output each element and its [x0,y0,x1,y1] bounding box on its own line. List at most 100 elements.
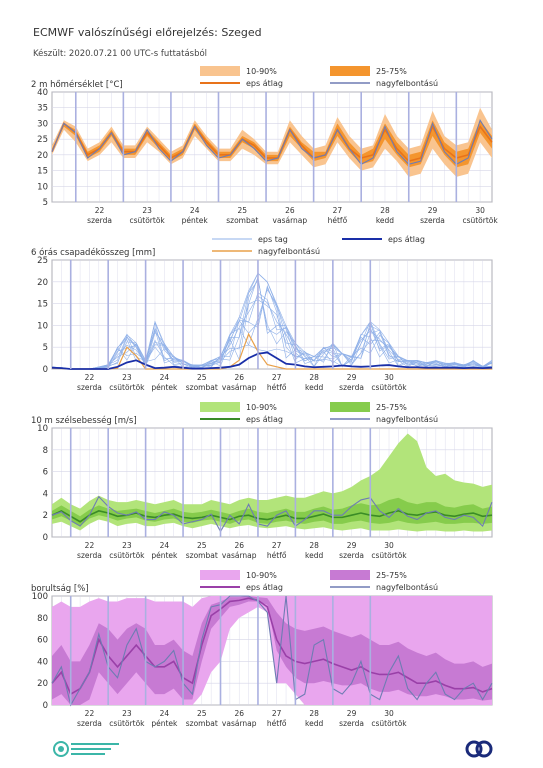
precip-member-line [51,277,493,370]
temperature-day-number: 22 [95,206,105,215]
wind-day-name: szombat [186,551,218,560]
precip-legend-hires-label: nagyfelbontású [258,247,320,256]
temperature-ytick-label: 25 [37,135,48,145]
temperature-mean-line [51,122,493,163]
wind-band-25-75 [52,497,492,527]
precip-member-line [51,299,493,370]
temperature-day-number: 25 [237,206,247,215]
temperature-day-number: 29 [428,206,438,215]
wind-day-number: 22 [85,541,95,550]
temperature-legend-swatch-outer [200,66,240,76]
cloud-legend-outer-label: 10-90% [246,571,277,580]
cloud-ytick-label: 20 [37,679,48,689]
wind-ytick-label: 2 [43,511,48,521]
precipitation-day-name: vasárnap [222,383,257,392]
cloud-chart-title: borultság [%] [31,584,89,594]
wind-day-number: 26 [234,541,244,550]
wind-day-name: szerda [77,551,102,560]
wind-ytick-label: 8 [43,446,48,456]
precipitation-day-name: péntek [151,383,178,392]
cloud-day-name: csütörtök [109,719,145,728]
wind-day-number: 29 [347,541,357,550]
wind-day-name: péntek [151,551,178,560]
cloud-day-number: 29 [347,709,357,718]
temperature-day-number: 26 [285,206,295,215]
precipitation-day-number: 30 [384,373,394,382]
temperature-day-name: csütörtök [462,216,498,225]
cloud-ytick-label: 100 [32,592,48,602]
cloud-day-name: szerda [339,719,364,728]
temperature-day-name: vasárnap [273,216,308,225]
temperature-band-25-75 [52,120,492,168]
cloud-day-number: 23 [122,709,132,718]
precipitation-day-name: szombat [186,383,218,392]
cloud-ytick-label: 40 [37,657,48,667]
wind-chart-title: 10 m szélsebesség [m/s] [31,415,137,426]
temperature-ytick-label: 15 [37,167,48,177]
wind-ytick-label: 0 [43,533,48,543]
cloud-mean-line [51,597,493,696]
cloud-day-number: 25 [197,709,207,718]
precipitation-day-name: kedd [305,383,323,392]
cloud-ytick-label: 80 [37,614,48,624]
precipitation-day-name: szerda [339,383,364,392]
precipitation-ytick-label: 15 [37,300,48,310]
temperature-day-number: 24 [190,206,200,215]
cloud-day-number: 26 [234,709,244,718]
temperature-day-name: csütörtök [129,216,165,225]
cloud-day-name: szombat [186,719,218,728]
wind-day-number: 28 [309,541,319,550]
wind-day-name: kedd [305,551,323,560]
wind-day-number: 25 [197,541,207,550]
cloud-day-number: 22 [85,709,95,718]
cloud-band-25-75 [52,596,492,705]
wind-legend-swatch-inner [330,402,370,412]
precipitation-chart-title: 6 órás csapadékösszeg [mm] [31,247,155,258]
temperature-day-name: szerda [87,216,112,225]
temperature-legend-mean-label: eps átlag [246,79,283,88]
cloud-day-name: péntek [151,719,178,728]
temperature-day-name: szerda [420,216,445,225]
cloud-hires-line [51,595,493,707]
precipitation-ytick-label: 0 [43,365,48,375]
wind-day-number: 23 [122,541,132,550]
precipitation-ytick-label: 25 [37,256,48,266]
wind-day-name: szerda [339,551,364,560]
precipitation-day-number: 23 [122,373,132,382]
temperature-ytick-label: 35 [37,104,48,114]
cloud-day-number: 30 [384,709,394,718]
page-title: ECMWF valószínűségi előrejelzés: Szeged [33,26,262,39]
wind-day-name: csütörtök [371,551,407,560]
precipitation-day-number: 26 [234,373,244,382]
ecmwf-logo [465,740,493,758]
temperature-ytick-label: 10 [37,182,48,192]
precip-hires-line [51,332,492,370]
cloud-day-name: vasárnap [222,719,257,728]
precip-member-line [51,272,493,370]
cloud-day-number: 28 [309,709,319,718]
precip-mean-line [51,351,493,370]
temperature-hires-line [51,118,493,165]
cloud-day-number: 27 [272,709,282,718]
temperature-day-name: szombat [226,216,258,225]
cloud-day-number: 24 [160,709,170,718]
precipitation-ytick-label: 10 [37,321,48,331]
temperature-ytick-label: 20 [37,151,48,161]
page-subtitle: Készült: 2020.07.21 00 UTC-s futtatásból [33,49,208,59]
cloud-day-name: szerda [77,719,102,728]
wind-day-number: 24 [160,541,170,550]
wind-ytick-label: 4 [43,489,48,499]
precipitation-day-number: 29 [347,373,357,382]
cloud-legend-swatch-inner [330,570,370,580]
temperature-day-number: 23 [142,206,152,215]
temperature-band-10-90 [52,107,492,177]
wind-legend-hires-label: nagyfelbontású [376,415,438,424]
precipitation-day-number: 25 [197,373,207,382]
cloud-legend-swatch-outer [200,570,240,580]
wind-legend-inner-label: 25-75% [376,403,407,412]
temperature-legend-hires-label: nagyfelbontású [376,79,438,88]
precipitation-day-number: 24 [160,373,170,382]
precipitation-day-name: hétfő [267,383,287,392]
temperature-legend-outer-label: 10-90% [246,67,277,76]
temperature-day-number: 27 [333,206,343,215]
